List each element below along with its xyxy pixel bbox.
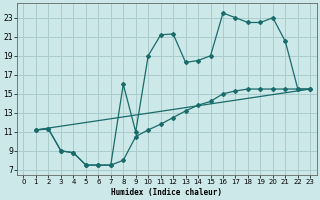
X-axis label: Humidex (Indice chaleur): Humidex (Indice chaleur) — [111, 188, 222, 197]
